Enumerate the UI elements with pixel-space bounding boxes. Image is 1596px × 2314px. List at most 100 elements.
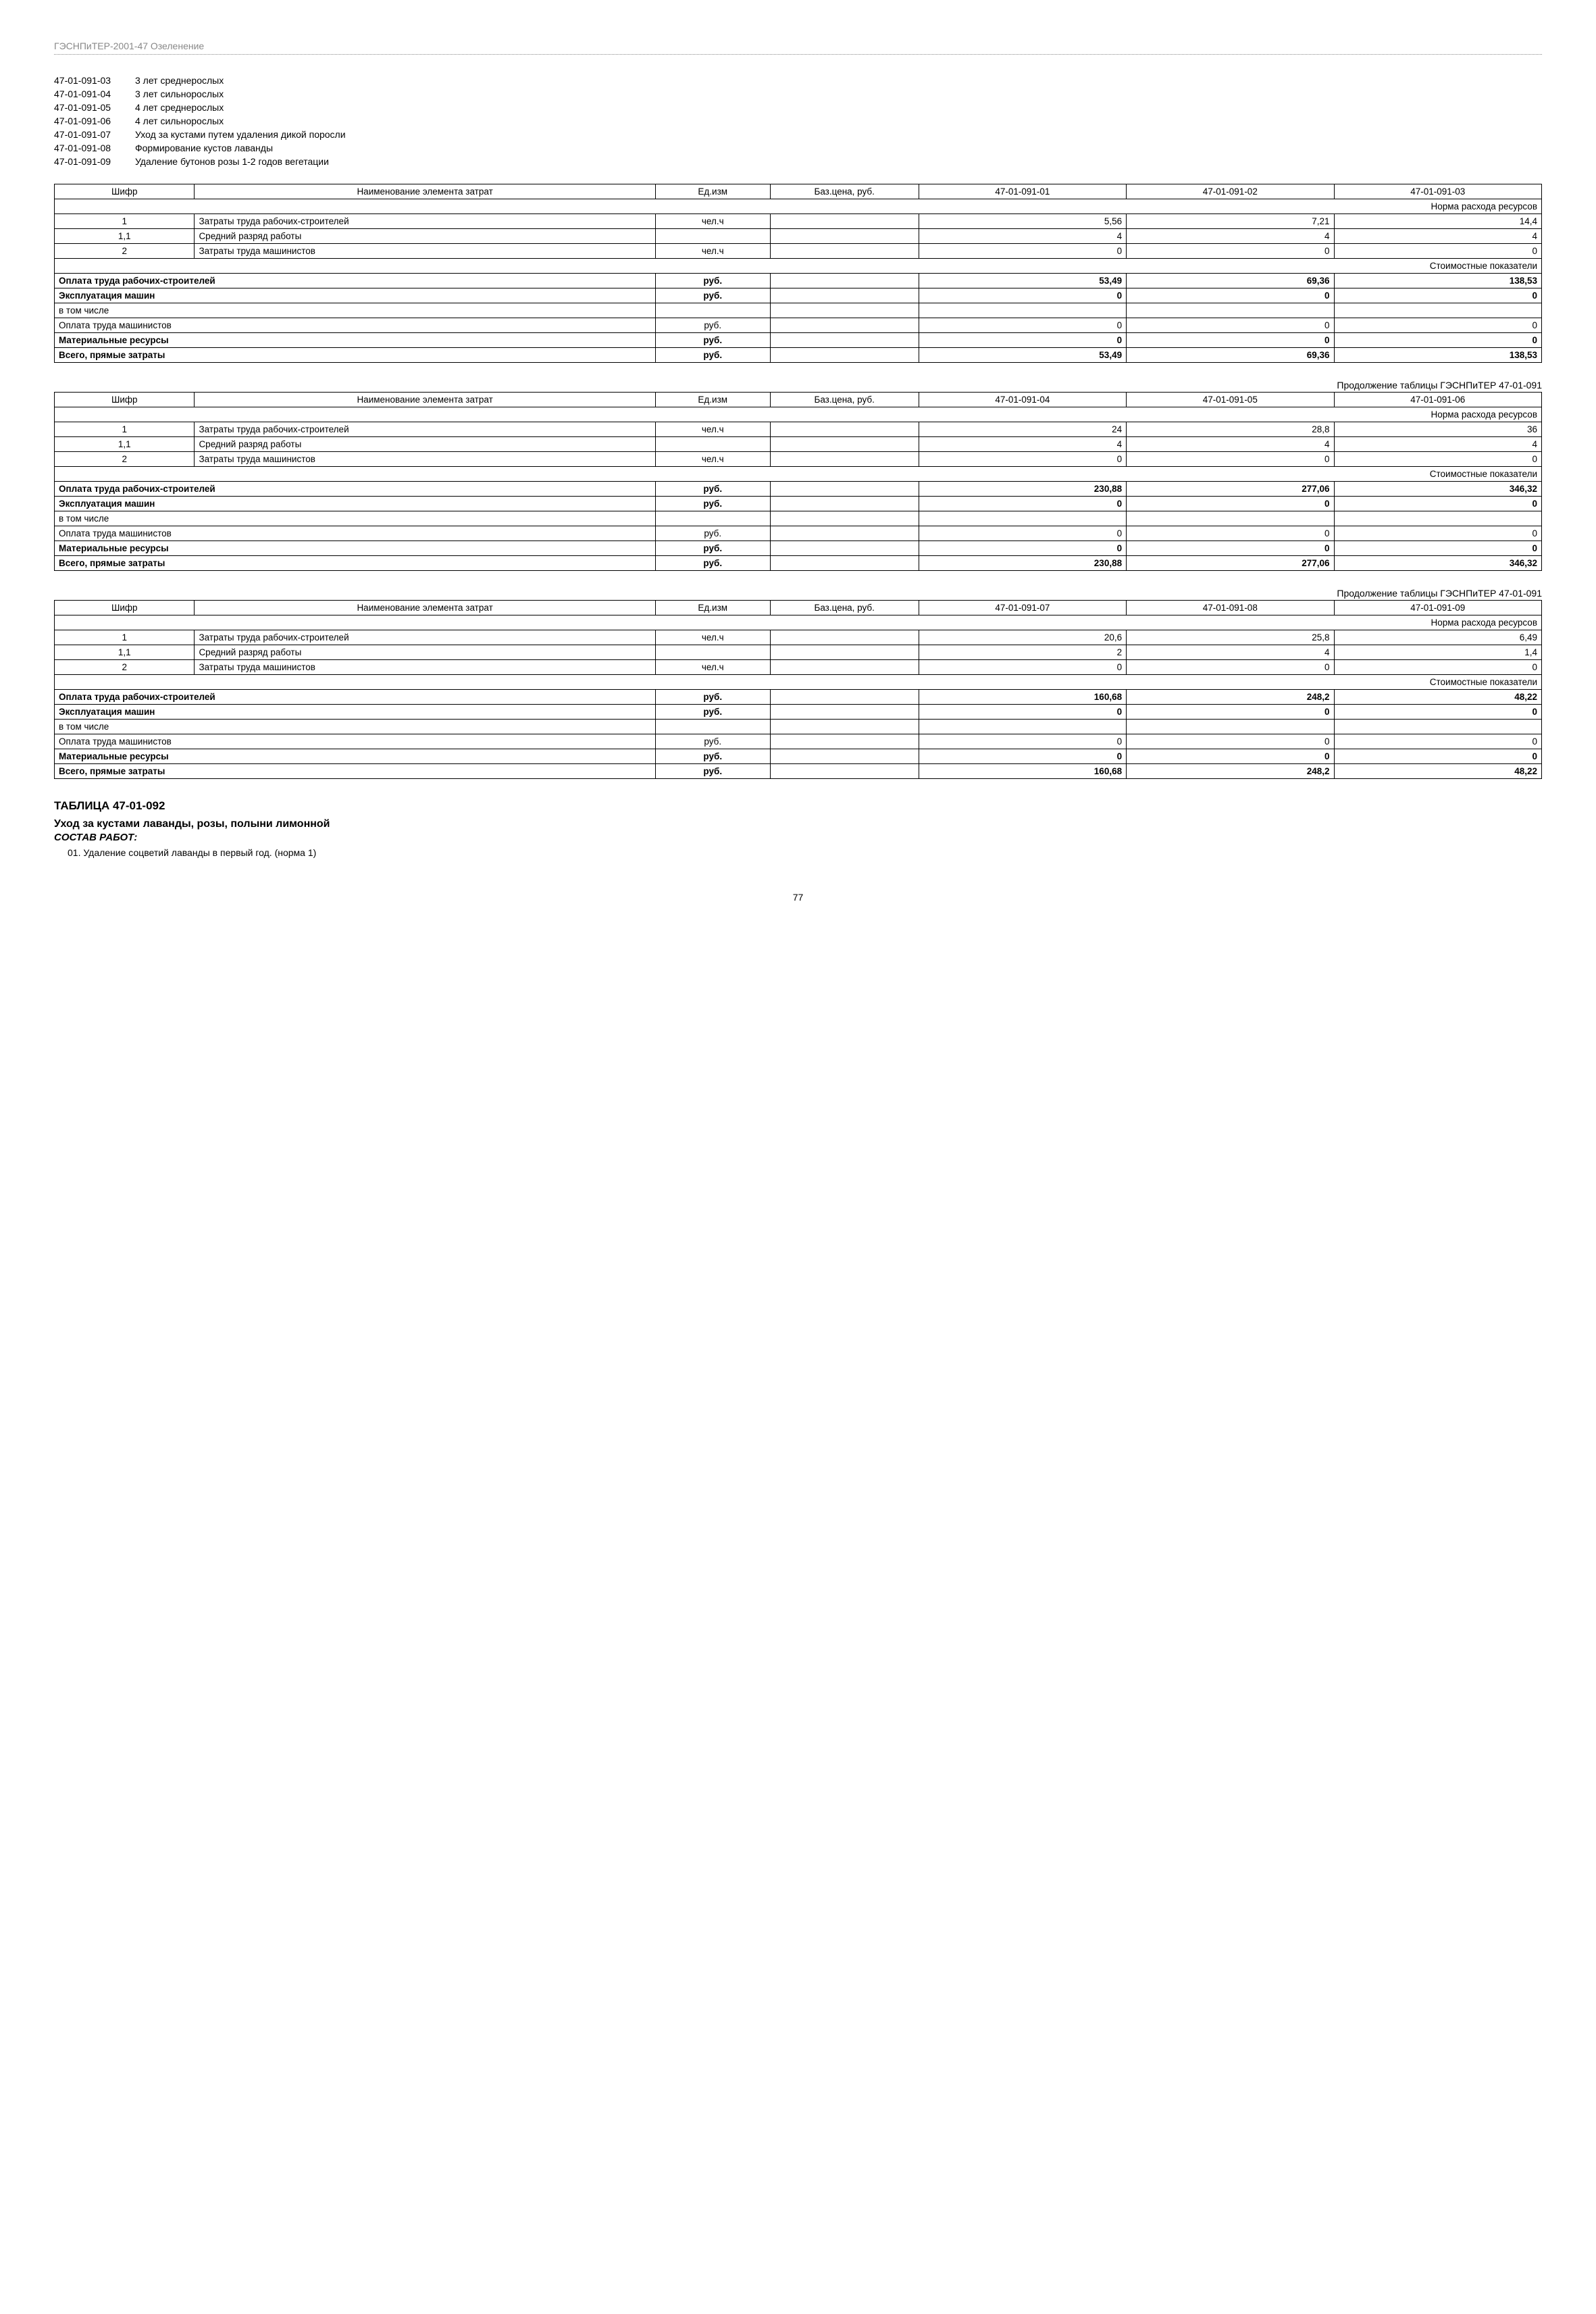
row-price [770,749,919,764]
row-val: 0 [1334,452,1541,467]
row-name: Затраты труда рабочих-строителей [195,214,655,229]
row-val: 230,88 [919,556,1126,571]
section-norm: Норма расхода ресурсов [55,199,1542,214]
next-table-subtitle: Уход за кустами лаванды, розы, полыни ли… [54,818,1542,830]
row-unit [655,720,770,734]
row-unit [655,303,770,318]
row-unit: руб. [655,749,770,764]
row-val [919,511,1126,526]
cost-row-name: Материальные ресурсы [55,333,656,348]
row-val: 4 [1334,229,1541,244]
row-val: 36 [1334,422,1541,437]
th-unit: Ед.изм [655,601,770,615]
row-num: 2 [55,452,195,467]
row-val: 0 [1334,288,1541,303]
th-col: 47-01-091-06 [1334,393,1541,407]
row-val: 0 [919,526,1126,541]
cost-row-name: Эксплуатация машин [55,497,656,511]
row-val: 0 [919,318,1126,333]
row-val: 346,32 [1334,556,1541,571]
row-price [770,437,919,452]
row-val [919,303,1126,318]
row-num: 2 [55,244,195,259]
row-val: 346,32 [1334,482,1541,497]
th-col: 47-01-091-04 [919,393,1126,407]
row-val: 0 [919,333,1126,348]
row-val: 0 [1334,526,1541,541]
row-unit: чел.ч [655,244,770,259]
row-val: 53,49 [919,274,1126,288]
th-col: 47-01-091-01 [919,184,1126,199]
code-desc: Удаление бутонов розы 1-2 годов вегетаци… [135,156,1542,167]
cost-row-name: Материальные ресурсы [55,541,656,556]
row-val: 4 [1127,437,1334,452]
cost-row-name: Оплата труда рабочих-строителей [55,690,656,705]
code-id: 47-01-091-07 [54,129,135,140]
continuation-label: Продолжение таблицы ГЭСНПиТЕР 47-01-091 [54,588,1542,599]
section-norm: Норма расхода ресурсов [55,407,1542,422]
section-cost: Стоимостные показатели [55,675,1542,690]
row-unit: руб. [655,690,770,705]
row-unit: руб. [655,526,770,541]
row-val: 20,6 [919,630,1126,645]
row-val: 0 [919,288,1126,303]
row-price [770,229,919,244]
th-col: 47-01-091-09 [1334,601,1541,615]
row-val [1127,303,1334,318]
th-name: Наименование элемента затрат [195,601,655,615]
row-val: 277,06 [1127,556,1334,571]
row-name: Средний разряд работы [195,437,655,452]
code-desc: Уход за кустами путем удаления дикой пор… [135,129,1542,140]
row-num: 1 [55,214,195,229]
row-unit: руб. [655,318,770,333]
cost-table: Шифр Наименование элемента затрат Ед.изм… [54,184,1542,363]
row-val: 5,56 [919,214,1126,229]
row-val: 138,53 [1334,274,1541,288]
code-row: 47-01-091-064 лет сильнорослых [54,116,1542,126]
row-unit: руб. [655,541,770,556]
page-header: ГЭСНПиТЕР-2001-47 Озеленение [54,41,1542,55]
th-price: Баз.цена, руб. [770,601,919,615]
row-unit: руб. [655,288,770,303]
row-price [770,541,919,556]
continuation-label: Продолжение таблицы ГЭСНПиТЕР 47-01-091 [54,380,1542,391]
row-val: 48,22 [1334,764,1541,779]
row-price [770,422,919,437]
row-val: 24 [919,422,1126,437]
code-desc: 4 лет среднерослых [135,102,1542,113]
row-num: 2 [55,660,195,675]
row-val: 0 [919,452,1126,467]
row-val: 160,68 [919,690,1126,705]
row-unit: чел.ч [655,630,770,645]
row-price [770,288,919,303]
cost-row-name: в том числе [55,303,656,318]
cost-row-name: в том числе [55,720,656,734]
th-price: Баз.цена, руб. [770,184,919,199]
row-val: 248,2 [1127,764,1334,779]
row-val: 0 [1334,497,1541,511]
th-shifr: Шифр [55,184,195,199]
row-price [770,274,919,288]
code-row: 47-01-091-09Удаление бутонов розы 1-2 го… [54,156,1542,167]
sostav-label: СОСТАВ РАБОТ: [54,832,1542,843]
row-val [1334,720,1541,734]
row-price [770,244,919,259]
row-price [770,630,919,645]
cost-table: Шифр Наименование элемента затрат Ед.изм… [54,600,1542,779]
code-desc: Формирование кустов лаванды [135,143,1542,153]
cost-row-name: Эксплуатация машин [55,288,656,303]
th-name: Наименование элемента затрат [195,184,655,199]
row-price [770,348,919,363]
th-col: 47-01-091-03 [1334,184,1541,199]
row-val: 248,2 [1127,690,1334,705]
row-val: 1,4 [1334,645,1541,660]
row-price [770,511,919,526]
row-unit [655,437,770,452]
row-price [770,705,919,720]
row-name: Затраты труда рабочих-строителей [195,630,655,645]
row-val [1127,720,1334,734]
row-name: Затраты труда машинистов [195,244,655,259]
code-desc: 3 лет среднерослых [135,75,1542,86]
row-unit: руб. [655,348,770,363]
row-unit: руб. [655,734,770,749]
